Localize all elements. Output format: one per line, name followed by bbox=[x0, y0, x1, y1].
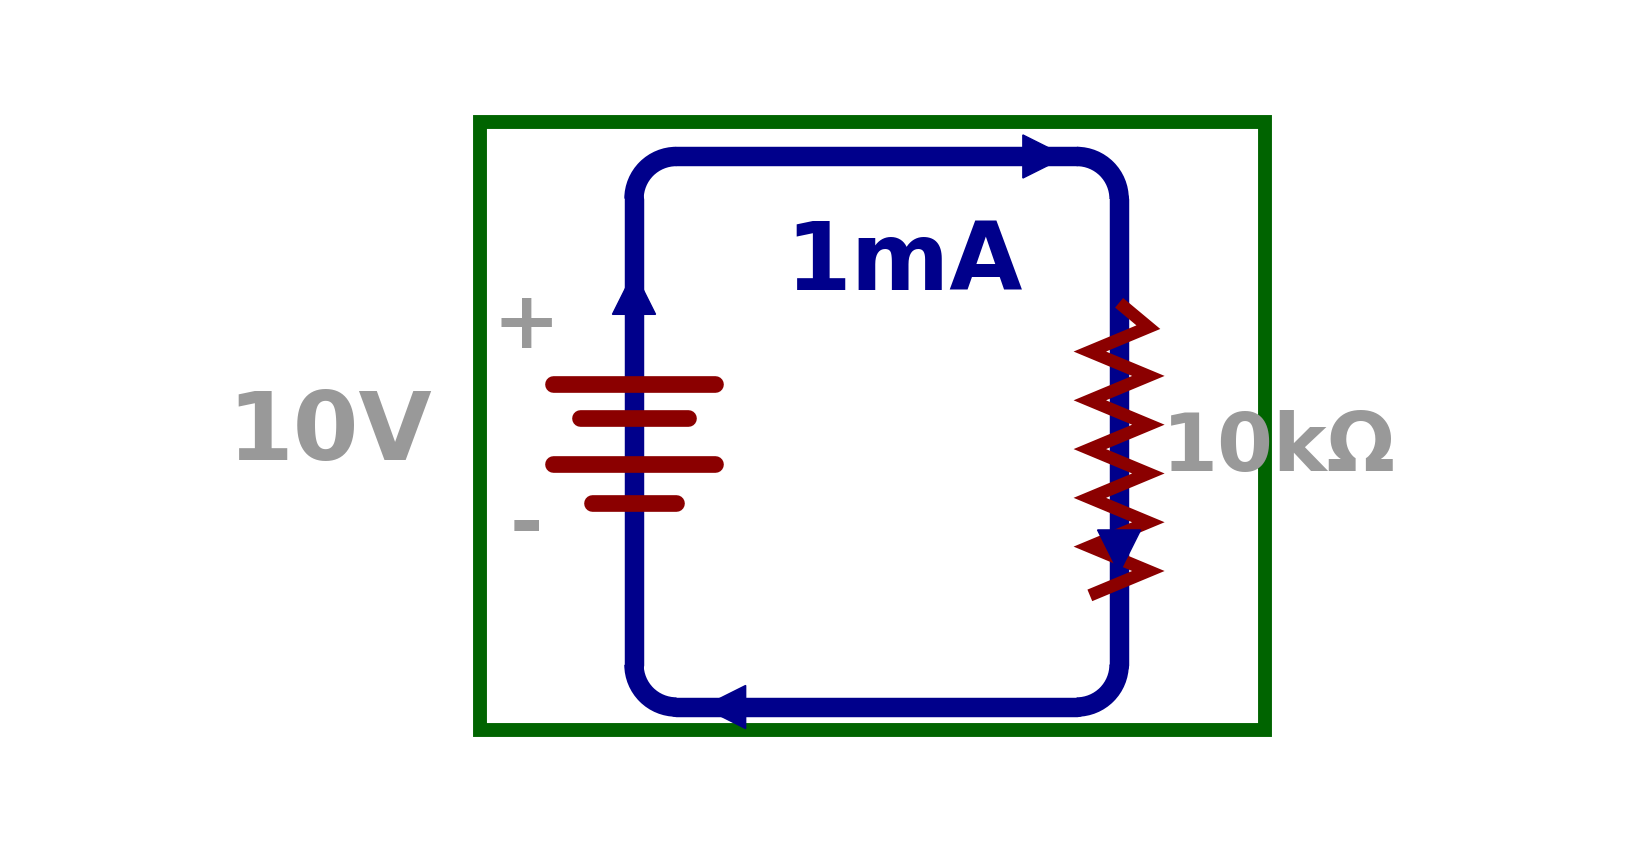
Text: 1mA: 1mA bbox=[784, 218, 1022, 311]
Polygon shape bbox=[703, 685, 746, 728]
Text: 10kΩ: 10kΩ bbox=[1161, 410, 1395, 488]
Text: 10V: 10V bbox=[228, 387, 433, 480]
Text: -: - bbox=[510, 487, 543, 565]
Polygon shape bbox=[613, 271, 655, 314]
Polygon shape bbox=[1098, 530, 1141, 573]
Text: +: + bbox=[492, 287, 560, 365]
Polygon shape bbox=[1024, 135, 1067, 178]
Bar bbox=[480, 122, 1265, 730]
